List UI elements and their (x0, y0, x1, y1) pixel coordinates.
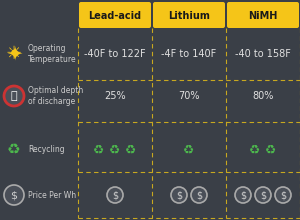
Text: ♻: ♻ (183, 143, 195, 156)
Circle shape (235, 187, 251, 203)
Text: $: $ (196, 190, 202, 200)
Text: Recycling: Recycling (28, 145, 64, 154)
FancyBboxPatch shape (227, 2, 299, 28)
Text: 25%: 25% (104, 91, 126, 101)
Text: $: $ (11, 190, 17, 200)
Text: ♻: ♻ (249, 143, 261, 156)
Circle shape (191, 187, 207, 203)
Text: ♻: ♻ (266, 143, 277, 156)
Text: $: $ (280, 190, 286, 200)
Text: $: $ (260, 190, 266, 200)
Text: 80%: 80% (252, 91, 274, 101)
Circle shape (275, 187, 291, 203)
Text: ♻: ♻ (125, 143, 136, 156)
Text: Price Per Wh: Price Per Wh (28, 191, 76, 200)
Text: 🕐: 🕐 (11, 91, 17, 101)
FancyBboxPatch shape (153, 2, 225, 28)
Text: 70%: 70% (178, 91, 200, 101)
Text: Lead-acid: Lead-acid (88, 11, 142, 21)
Text: -4F to 140F: -4F to 140F (161, 49, 217, 59)
Text: $: $ (240, 190, 246, 200)
Text: $: $ (176, 190, 182, 200)
Text: ♻: ♻ (7, 143, 21, 158)
Circle shape (4, 86, 24, 106)
Text: ♻: ♻ (110, 143, 121, 156)
FancyBboxPatch shape (79, 2, 151, 28)
Text: ☀: ☀ (6, 45, 22, 63)
Text: -40 to 158F: -40 to 158F (235, 49, 291, 59)
Circle shape (4, 185, 24, 205)
Text: $: $ (112, 190, 118, 200)
Text: Optimal depth
of discharge: Optimal depth of discharge (28, 86, 83, 106)
Text: Lithium: Lithium (168, 11, 210, 21)
Circle shape (255, 187, 271, 203)
Circle shape (171, 187, 187, 203)
Text: -40F to 122F: -40F to 122F (84, 49, 146, 59)
Text: ♻: ♻ (93, 143, 105, 156)
Text: NiMH: NiMH (248, 11, 278, 21)
Circle shape (107, 187, 123, 203)
Text: ✦: ✦ (6, 44, 22, 64)
Text: Operating
Temperature: Operating Temperature (28, 44, 76, 64)
